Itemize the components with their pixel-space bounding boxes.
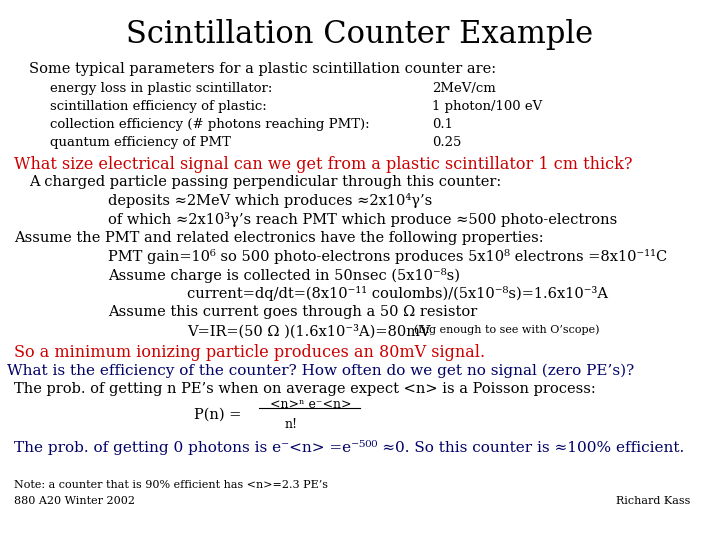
Text: Assume charge is collected in 50nsec (5x10⁻⁸s): Assume charge is collected in 50nsec (5x… [108, 268, 460, 283]
Text: collection efficiency (# photons reaching PMT):: collection efficiency (# photons reachin… [50, 118, 370, 131]
Text: The prob. of getting n PE’s when on average expect <n> is a Poisson process:: The prob. of getting n PE’s when on aver… [14, 382, 596, 396]
Text: So a minimum ionizing particle produces an 80mV signal.: So a minimum ionizing particle produces … [14, 344, 485, 361]
Text: <n>ⁿ e⁻<n>: <n>ⁿ e⁻<n> [270, 398, 351, 411]
Text: V=IR=(50 Ω )(1.6x10⁻³A)=80mV: V=IR=(50 Ω )(1.6x10⁻³A)=80mV [187, 324, 431, 339]
Text: Assume this current goes through a 50 Ω resistor: Assume this current goes through a 50 Ω … [108, 305, 477, 319]
Text: of which ≈2x10³γ’s reach PMT which produce ≈500 photo-electrons: of which ≈2x10³γ’s reach PMT which produ… [108, 212, 617, 227]
Text: What is the efficiency of the counter? How often do we get no signal (zero PE’s): What is the efficiency of the counter? H… [7, 363, 634, 378]
Text: Note: a counter that is 90% efficient has <n>=2.3 PE’s: Note: a counter that is 90% efficient ha… [14, 480, 328, 490]
Text: Some typical parameters for a plastic scintillation counter are:: Some typical parameters for a plastic sc… [29, 62, 496, 76]
Text: A charged particle passing perpendicular through this counter:: A charged particle passing perpendicular… [29, 175, 501, 189]
Text: P(n) =: P(n) = [194, 408, 242, 422]
Text: 1 photon/100 eV: 1 photon/100 eV [432, 100, 542, 113]
Text: PMT gain=10⁶ so 500 photo-electrons produces 5x10⁸ electrons =8x10⁻¹¹C: PMT gain=10⁶ so 500 photo-electrons prod… [108, 249, 667, 265]
Text: quantum efficiency of PMT: quantum efficiency of PMT [50, 136, 231, 148]
Text: energy loss in plastic scintillator:: energy loss in plastic scintillator: [50, 82, 273, 95]
Text: deposits ≈2MeV which produces ≈2x10⁴γ’s: deposits ≈2MeV which produces ≈2x10⁴γ’s [108, 193, 432, 208]
Text: The prob. of getting 0 photons is e⁻<n> =e⁻⁵⁰⁰ ≈0. So this counter is ≈100% effi: The prob. of getting 0 photons is e⁻<n> … [14, 440, 685, 455]
Text: Richard Kass: Richard Kass [616, 496, 690, 506]
Text: 880 A20 Winter 2002: 880 A20 Winter 2002 [14, 496, 135, 506]
Text: current=dq/dt=(8x10⁻¹¹ coulombs)/(5x10⁻⁸s)=1.6x10⁻³A: current=dq/dt=(8x10⁻¹¹ coulombs)/(5x10⁻⁸… [187, 286, 608, 301]
Text: n!: n! [284, 418, 297, 431]
Text: Scintillation Counter Example: Scintillation Counter Example [127, 19, 593, 50]
Text: Assume the PMT and related electronics have the following properties:: Assume the PMT and related electronics h… [14, 231, 544, 245]
Text: (big enough to see with O’scope): (big enough to see with O’scope) [414, 324, 600, 335]
Text: 0.1: 0.1 [432, 118, 453, 131]
Text: scintillation efficiency of plastic:: scintillation efficiency of plastic: [50, 100, 267, 113]
Text: 0.25: 0.25 [432, 136, 462, 148]
Text: What size electrical signal can we get from a plastic scintillator 1 cm thick?: What size electrical signal can we get f… [14, 156, 633, 172]
Text: 2MeV/cm: 2MeV/cm [432, 82, 496, 95]
